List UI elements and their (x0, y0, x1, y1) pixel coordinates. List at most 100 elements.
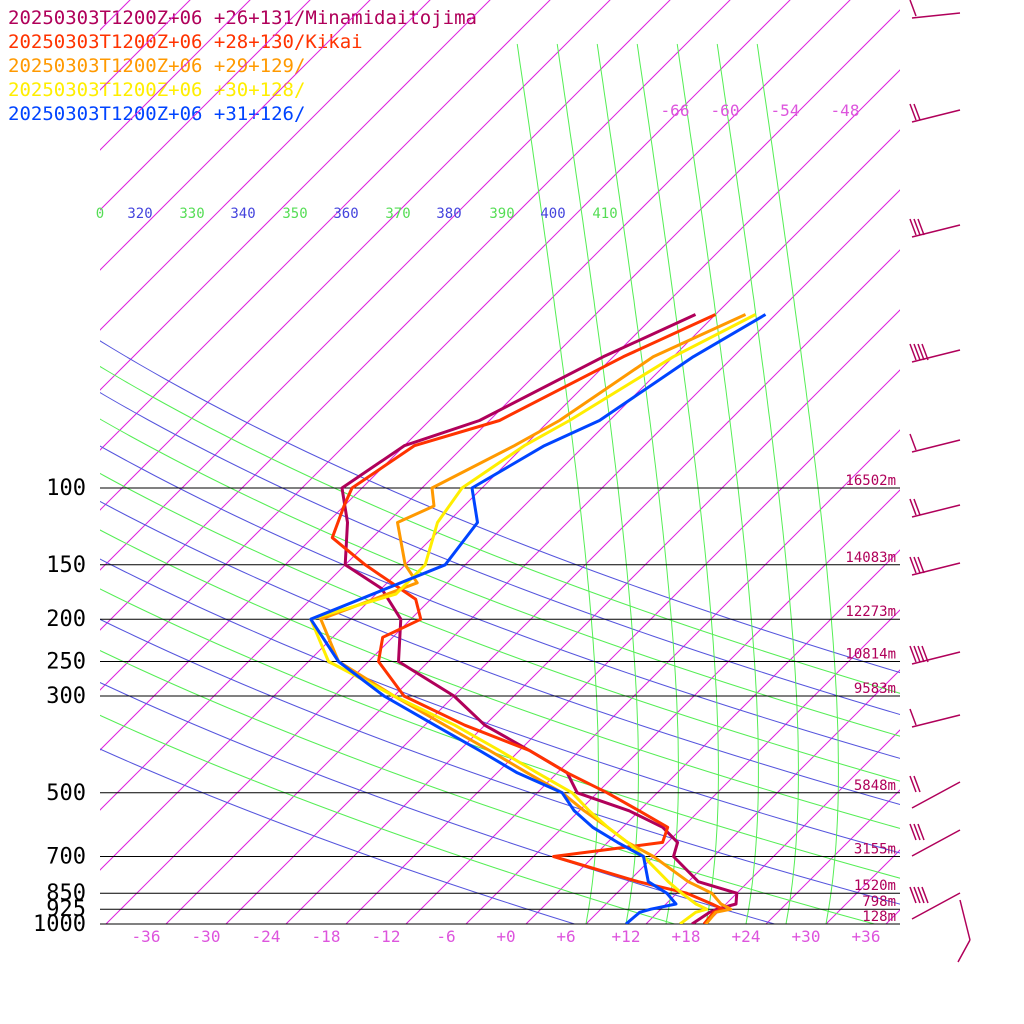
wind-barb-shaft (911, 12, 961, 19)
theta-label: 380 (436, 206, 461, 222)
pressure-gridlines (100, 487, 900, 925)
pressure-label: 250 (46, 650, 86, 675)
height-label: 12273m (845, 604, 896, 620)
sounding-profiles (309, 313, 767, 924)
moist-adiabat (716, 43, 799, 924)
upper-temperature-label: -48 (831, 101, 860, 120)
pressure-label: 100 (46, 476, 86, 501)
wind-barb-flag (917, 886, 925, 904)
upper-temperature-label: -54 (771, 101, 800, 120)
moist-adiabat (676, 43, 759, 924)
height-label: 3155m (854, 841, 896, 857)
dry-adiabat (100, 392, 900, 716)
wind-barbs (909, 0, 971, 963)
upper-temperature-label: -66 (661, 101, 690, 120)
theta-label: 350 (282, 206, 307, 222)
height-label: 798m (862, 894, 896, 910)
wind-barb-flag (909, 708, 917, 726)
wind-barb-flag (921, 343, 929, 361)
axis-labels: 100 16502m 150 14083m 200 12273m 250 10814m 300 9… (33, 101, 896, 946)
isotherm (100, 0, 791, 691)
theta-label: 400 (540, 206, 565, 222)
temperature-tick-label: -30 (192, 927, 221, 946)
wind-barb-flag (913, 218, 921, 236)
isotherm (100, 0, 251, 151)
wind-barb-shaft (911, 714, 961, 728)
theta-label: 0 (96, 206, 104, 222)
isotherm (100, 0, 431, 331)
moist-adiabat (516, 43, 599, 924)
dry-adiabat (100, 748, 575, 924)
temperature-tick-label: +36 (852, 927, 881, 946)
isotherm (1006, 0, 1024, 924)
isotherm (705, 729, 900, 924)
wind-barb-flag (913, 103, 921, 121)
wind-barb (909, 103, 961, 123)
wind-barb (909, 218, 961, 238)
dry-adiabat (100, 558, 900, 854)
wind-barb (909, 343, 961, 363)
wind-barb (909, 498, 961, 518)
theta-label: 360 (333, 206, 358, 222)
pressure-label: 200 (46, 607, 86, 632)
sounding-line (309, 313, 767, 924)
moist-adiabat (756, 43, 839, 924)
isotherm (525, 549, 900, 924)
wind-barb-shaft (911, 892, 961, 920)
height-label: 10814m (845, 647, 896, 663)
wind-barb (909, 886, 961, 920)
isotherm (100, 0, 371, 271)
wind-barb-flag (909, 775, 917, 793)
sounding-line (319, 313, 747, 924)
chart-legend: 20250303T1200Z+06 +26+131/Minamidaitojim… (8, 6, 477, 126)
theta-label: 370 (385, 206, 410, 222)
wind-barb-flag (909, 433, 917, 451)
wind-barb-flag (909, 103, 917, 121)
dry-adiabat (100, 650, 875, 924)
wind-barb (909, 645, 961, 665)
pressure-label: 700 (46, 844, 86, 869)
height-label: 1520m (854, 878, 896, 894)
temperature-tick-label: -36 (132, 927, 161, 946)
wind-barb-shaft (911, 781, 961, 809)
wind-barb-shaft (911, 829, 961, 857)
pressure-label: 1000 (33, 912, 86, 937)
moist-adiabat (636, 43, 719, 924)
isotherm (345, 369, 900, 924)
wind-barb-flag (913, 343, 921, 361)
temperature-tick-label: -24 (252, 927, 281, 946)
temperature-tick-label: +24 (732, 927, 761, 946)
wind-barb-flag (917, 218, 925, 236)
temperature-tick-label: +6 (556, 927, 575, 946)
wind-barb-flag (909, 886, 917, 904)
isotherm (585, 609, 900, 924)
height-label: 128m (862, 909, 896, 925)
height-label: 5848m (854, 778, 896, 794)
height-label: 14083m (845, 550, 896, 566)
dry-adiabat (100, 588, 900, 879)
dry-adiabat (100, 445, 900, 759)
wind-barb-flag (909, 645, 917, 663)
isotherm (100, 0, 551, 451)
temperature-tick-label: -12 (372, 927, 401, 946)
wind-barb (909, 433, 961, 453)
wind-barb-flag (921, 645, 929, 663)
isotherm (225, 249, 900, 924)
dry-adiabat (100, 681, 775, 924)
isotherm (105, 129, 900, 924)
theta-label: 330 (179, 206, 204, 222)
wind-barb-flag (913, 645, 921, 663)
wind-barb-flag (909, 0, 917, 17)
wind-barb-flag (921, 886, 929, 904)
isotherm (405, 429, 900, 924)
surface-wind-barb (959, 899, 971, 941)
isotherm (100, 0, 671, 571)
height-label: 16502m (845, 473, 896, 489)
dry-adiabat (100, 529, 900, 829)
legend-entry-3: 20250303T1200Z+06 +29+129/ (8, 55, 306, 77)
pressure-label: 925 (46, 897, 86, 922)
pressure-label: 500 (46, 781, 86, 806)
dry-adiabat (100, 365, 900, 694)
wind-barb-flag (913, 886, 921, 904)
